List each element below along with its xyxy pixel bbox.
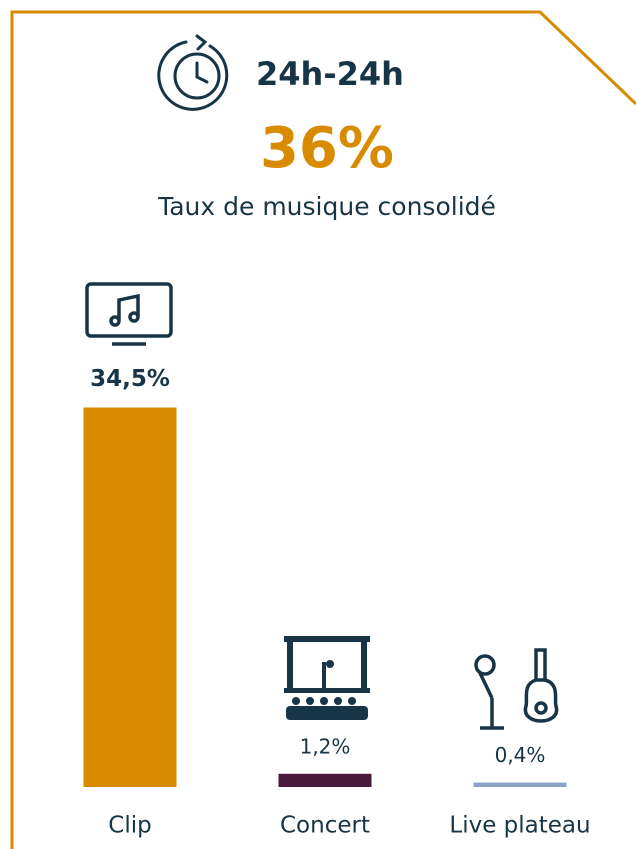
clock-icon: [157, 34, 229, 111]
subtitle: Taux de musique consolidé: [157, 192, 496, 221]
value-label: 34,5%: [90, 366, 170, 392]
bar: [278, 773, 372, 787]
mic-guitar-icon: [474, 648, 559, 730]
category-label: Concert: [280, 813, 370, 839]
frame: [10, 10, 636, 849]
value-label: 1,2%: [300, 734, 351, 758]
headline: 36%: [260, 116, 394, 181]
category-label: Live plateau: [449, 813, 590, 839]
stage-icon: [284, 636, 370, 720]
bar: [473, 782, 567, 787]
value-label: 0,4%: [495, 743, 546, 767]
tv-icon: [85, 282, 173, 346]
bar: [83, 407, 177, 787]
category-label: Clip: [108, 813, 151, 839]
header: 24h-24h: [256, 55, 404, 93]
